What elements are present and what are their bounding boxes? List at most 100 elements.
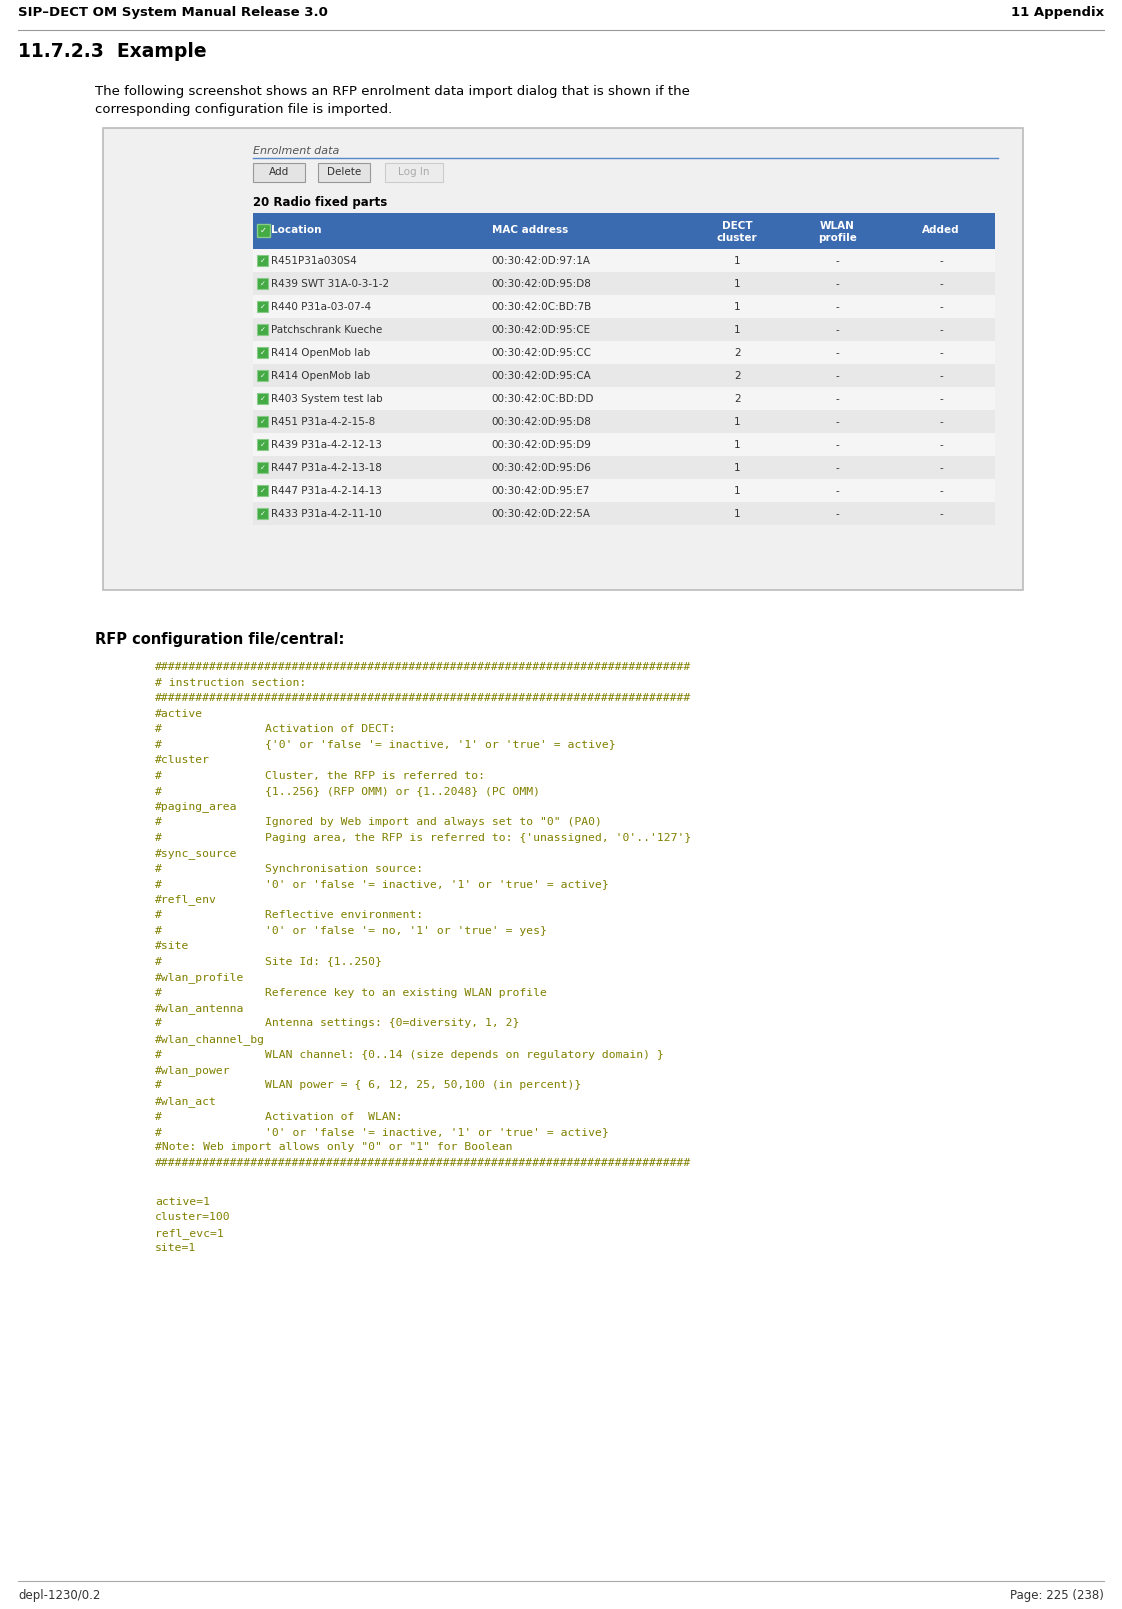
Text: 20 Radio fixed parts: 20 Radio fixed parts <box>252 196 387 209</box>
Text: SIP–DECT OM System Manual Release 3.0: SIP–DECT OM System Manual Release 3.0 <box>18 6 328 19</box>
Text: -: - <box>939 486 944 496</box>
Text: #wlan_antenna: #wlan_antenna <box>155 1002 245 1014</box>
Text: -: - <box>836 394 839 404</box>
Text: -: - <box>836 508 839 520</box>
Text: Add: Add <box>269 166 289 177</box>
FancyBboxPatch shape <box>252 479 995 502</box>
Text: WLAN
profile: WLAN profile <box>818 220 857 243</box>
Text: Enrolment data: Enrolment data <box>252 146 339 156</box>
Text: ✓: ✓ <box>259 327 266 333</box>
Text: 00:30:42:0D:95:D8: 00:30:42:0D:95:D8 <box>491 417 591 426</box>
Text: R439 SWT 31A-0-3-1-2: R439 SWT 31A-0-3-1-2 <box>272 278 389 290</box>
Text: R414 OpenMob lab: R414 OpenMob lab <box>272 348 370 357</box>
FancyBboxPatch shape <box>257 439 268 451</box>
Text: 2: 2 <box>734 372 741 381</box>
Text: 11 Appendix: 11 Appendix <box>1011 6 1104 19</box>
FancyBboxPatch shape <box>318 163 370 182</box>
Text: 00:30:42:0D:97:1A: 00:30:42:0D:97:1A <box>491 256 590 265</box>
FancyBboxPatch shape <box>257 301 268 312</box>
FancyBboxPatch shape <box>252 163 305 182</box>
Text: Added: Added <box>922 225 960 235</box>
Text: ✓: ✓ <box>259 465 266 470</box>
Text: -: - <box>836 348 839 357</box>
Text: 1: 1 <box>734 302 741 312</box>
Text: #               '0' or 'false '= inactive, '1' or 'true' = active}: # '0' or 'false '= inactive, '1' or 'tru… <box>155 879 609 890</box>
Text: #               Reference key to an existing WLAN profile: # Reference key to an existing WLAN prof… <box>155 988 546 998</box>
Text: active=1: active=1 <box>155 1197 210 1207</box>
FancyBboxPatch shape <box>252 455 995 479</box>
Text: R451P31a030S4: R451P31a030S4 <box>272 256 357 265</box>
FancyBboxPatch shape <box>257 278 268 290</box>
FancyBboxPatch shape <box>257 393 268 404</box>
FancyBboxPatch shape <box>252 364 995 388</box>
Text: 00:30:42:0D:95:D8: 00:30:42:0D:95:D8 <box>491 278 591 290</box>
FancyBboxPatch shape <box>105 130 1021 587</box>
Text: 00:30:42:0C:BD:7B: 00:30:42:0C:BD:7B <box>491 302 592 312</box>
FancyBboxPatch shape <box>103 129 1023 591</box>
Text: R447 P31a-4-2-13-18: R447 P31a-4-2-13-18 <box>272 463 381 473</box>
Text: 1: 1 <box>734 486 741 496</box>
Text: depl-1230/0.2: depl-1230/0.2 <box>18 1590 100 1603</box>
FancyBboxPatch shape <box>252 388 995 410</box>
Text: 00:30:42:0D:95:CA: 00:30:42:0D:95:CA <box>491 372 591 381</box>
Text: ✓: ✓ <box>259 349 266 356</box>
Text: -: - <box>939 417 944 426</box>
Text: ✓: ✓ <box>259 418 266 425</box>
Text: corresponding configuration file is imported.: corresponding configuration file is impo… <box>95 103 393 116</box>
Text: -: - <box>836 417 839 426</box>
Text: #               Reflective environment:: # Reflective environment: <box>155 911 430 920</box>
FancyBboxPatch shape <box>257 484 268 496</box>
Text: 1: 1 <box>734 508 741 520</box>
Text: # instruction section:: # instruction section: <box>155 677 691 687</box>
Text: ##############################################################################: ########################################… <box>155 661 691 673</box>
Text: #               '0' or 'false '= inactive, '1' or 'true' = active}: # '0' or 'false '= inactive, '1' or 'tru… <box>155 1126 609 1138</box>
Text: The following screenshot shows an RFP enrolment data import dialog that is shown: The following screenshot shows an RFP en… <box>95 85 690 98</box>
Text: -: - <box>836 302 839 312</box>
Text: ##############################################################################: ########################################… <box>155 1158 691 1168</box>
Text: -: - <box>939 278 944 290</box>
Text: #               WLAN channel: {0..14 (size depends on regulatory domain) }: # WLAN channel: {0..14 (size depends on … <box>155 1049 664 1059</box>
Text: #wlan_profile: #wlan_profile <box>155 972 245 983</box>
FancyBboxPatch shape <box>252 410 995 433</box>
Text: 1: 1 <box>734 417 741 426</box>
Text: Log In: Log In <box>398 166 430 177</box>
Text: 2: 2 <box>734 348 741 357</box>
Text: #wlan_act: #wlan_act <box>155 1096 217 1107</box>
FancyBboxPatch shape <box>252 272 995 294</box>
Text: -: - <box>836 439 839 451</box>
Text: #               Cluster, the RFP is referred to:: # Cluster, the RFP is referred to: <box>155 771 485 780</box>
Text: #site: #site <box>155 941 190 951</box>
Text: ✓: ✓ <box>259 257 266 264</box>
Text: ✓: ✓ <box>259 304 266 309</box>
Text: R439 P31a-4-2-12-13: R439 P31a-4-2-12-13 <box>272 439 381 451</box>
FancyBboxPatch shape <box>257 224 270 237</box>
Text: -: - <box>939 256 944 265</box>
Text: -: - <box>836 325 839 335</box>
Text: 00:30:42:0D:95:E7: 00:30:42:0D:95:E7 <box>491 486 590 496</box>
FancyBboxPatch shape <box>252 249 995 272</box>
Text: 11.7.2.3  Example: 11.7.2.3 Example <box>18 42 206 61</box>
Text: ✓: ✓ <box>259 441 266 447</box>
Text: -: - <box>836 486 839 496</box>
Text: #               Synchronisation source:: # Synchronisation source: <box>155 864 430 874</box>
FancyBboxPatch shape <box>252 433 995 455</box>
Text: #active: #active <box>155 708 203 719</box>
Text: refl_evc=1: refl_evc=1 <box>155 1228 223 1239</box>
Text: R433 P31a-4-2-11-10: R433 P31a-4-2-11-10 <box>272 508 381 520</box>
Text: Patchschrank Kueche: Patchschrank Kueche <box>272 325 383 335</box>
FancyBboxPatch shape <box>257 348 268 357</box>
FancyBboxPatch shape <box>257 254 268 265</box>
Text: #               {'0' or 'false '= inactive, '1' or 'true' = active}: # {'0' or 'false '= inactive, '1' or 'tr… <box>155 740 616 750</box>
Text: ##############################################################################: ########################################… <box>155 693 691 703</box>
FancyBboxPatch shape <box>257 370 268 381</box>
Text: 00:30:42:0D:22:5A: 00:30:42:0D:22:5A <box>491 508 590 520</box>
FancyBboxPatch shape <box>252 212 995 249</box>
Text: ✓: ✓ <box>259 396 266 402</box>
Text: -: - <box>939 439 944 451</box>
Text: 1: 1 <box>734 463 741 473</box>
Text: 00:30:42:0D:95:CC: 00:30:42:0D:95:CC <box>491 348 591 357</box>
Text: -: - <box>836 256 839 265</box>
Text: R447 P31a-4-2-14-13: R447 P31a-4-2-14-13 <box>272 486 381 496</box>
FancyBboxPatch shape <box>257 417 268 426</box>
Text: -: - <box>836 372 839 381</box>
